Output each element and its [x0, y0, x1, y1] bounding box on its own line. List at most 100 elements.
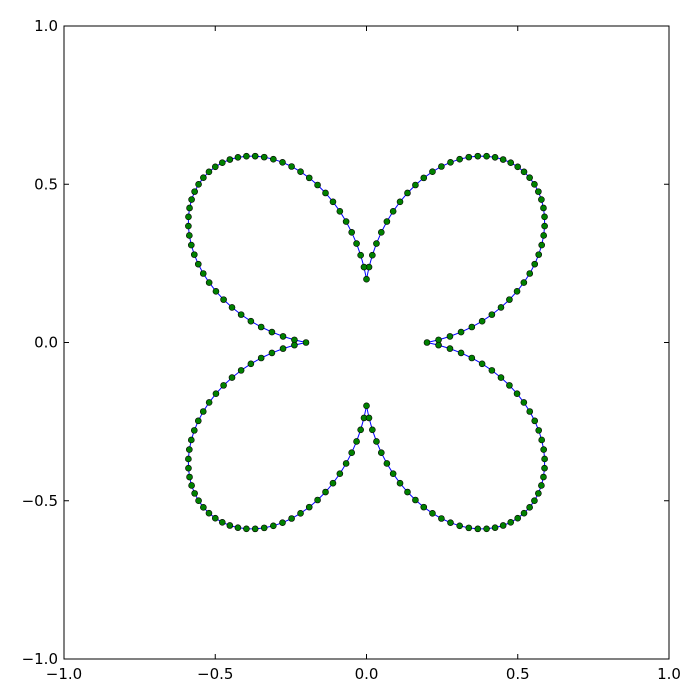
data-point — [342, 460, 350, 467]
data-point — [247, 360, 255, 368]
y-tick-label: 0.5 — [34, 175, 58, 193]
data-point — [531, 260, 539, 268]
tick-layer: −1.0 −0.5 0.0 0.5 1.0 −1.0 −0.5 0.0 0.5 1.0 — [22, 17, 681, 683]
data-point — [541, 455, 548, 463]
data-point — [457, 349, 465, 357]
data-point — [488, 367, 496, 374]
data-point — [483, 525, 490, 533]
data-point — [329, 198, 337, 206]
data-point — [251, 152, 259, 160]
data-point — [200, 174, 207, 181]
data-point — [377, 229, 385, 236]
data-point — [474, 525, 482, 533]
data-point — [373, 240, 380, 247]
data-point — [357, 251, 364, 259]
data-point — [353, 240, 360, 247]
data-point — [247, 317, 255, 325]
data-point — [541, 213, 548, 221]
data-point — [538, 436, 546, 444]
data-point — [314, 496, 321, 504]
data-point — [297, 168, 304, 175]
data-point — [412, 496, 419, 504]
data-point — [396, 198, 404, 206]
data-point — [540, 446, 547, 453]
data-point — [465, 153, 473, 161]
data-point — [507, 159, 515, 166]
x-tick-label: 0.0 — [355, 665, 379, 683]
data-point — [228, 374, 236, 381]
data-point — [526, 174, 533, 181]
data-point — [429, 168, 436, 175]
data-point — [520, 399, 528, 406]
data-point — [541, 464, 548, 472]
y-tick-label: −1.0 — [22, 650, 58, 668]
data-point — [535, 251, 543, 258]
data-point — [531, 497, 538, 505]
data-point — [420, 174, 428, 182]
plot-area — [64, 26, 669, 659]
data-point — [447, 159, 454, 166]
data-point — [363, 402, 370, 410]
data-point — [200, 504, 207, 511]
data-point — [535, 427, 543, 434]
data-point — [478, 317, 486, 325]
data-point — [190, 251, 198, 258]
data-point — [314, 181, 321, 189]
data-point — [305, 174, 313, 182]
x-tick-label: 1.0 — [657, 665, 681, 683]
data-point — [191, 490, 198, 497]
data-point — [373, 438, 380, 445]
data-point — [302, 339, 310, 346]
data-point — [288, 515, 295, 522]
data-point — [279, 159, 286, 166]
data-point — [279, 345, 287, 352]
data-point — [322, 189, 329, 197]
data-point — [212, 288, 220, 295]
data-point — [499, 156, 507, 163]
data-point — [199, 270, 207, 277]
data-point — [456, 522, 463, 530]
data-point — [447, 519, 454, 526]
data-point — [186, 204, 193, 212]
y-tick-label: 1.0 — [34, 17, 58, 35]
data-point — [205, 399, 213, 406]
data-point — [212, 514, 219, 522]
data-point — [506, 382, 513, 389]
data-point — [404, 189, 411, 197]
data-point — [185, 464, 192, 472]
data-point — [456, 155, 463, 163]
data-point — [514, 163, 522, 171]
data-point — [305, 503, 313, 511]
data-point — [188, 241, 195, 249]
data-point — [228, 304, 236, 311]
marker-layer — [185, 152, 548, 533]
data-point — [420, 503, 428, 511]
data-point — [468, 323, 476, 331]
data-point — [535, 490, 542, 497]
data-point — [353, 438, 360, 445]
data-point — [520, 509, 528, 517]
data-point — [195, 497, 202, 505]
data-point — [478, 360, 486, 368]
data-point — [468, 354, 476, 362]
data-point — [260, 524, 268, 532]
data-point — [270, 155, 277, 163]
data-point — [531, 181, 538, 188]
data-point — [336, 470, 344, 477]
data-point — [243, 525, 250, 533]
data-point — [412, 181, 419, 189]
data-point — [185, 455, 192, 463]
data-point — [251, 525, 259, 533]
data-point — [243, 152, 250, 160]
data-point — [389, 208, 397, 215]
data-point — [404, 488, 411, 496]
data-point — [186, 473, 193, 481]
data-point — [188, 482, 195, 489]
data-point — [185, 213, 192, 221]
data-point — [497, 374, 505, 381]
y-tick-label: 0.0 — [34, 334, 58, 352]
data-point — [429, 510, 436, 517]
data-point — [348, 229, 356, 236]
data-point — [540, 204, 547, 212]
data-point — [268, 349, 276, 357]
